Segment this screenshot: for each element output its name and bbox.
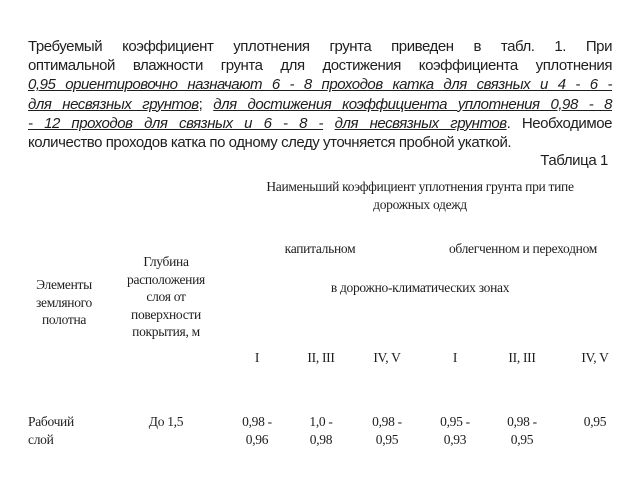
zone-header: IV, V bbox=[581, 350, 609, 365]
paragraph-line: оптимальной влажности грунта для достиже… bbox=[28, 57, 612, 75]
header-light: облегченном и переходном bbox=[448, 241, 598, 256]
zone-header: I bbox=[452, 350, 458, 365]
cell-text: 0,95 bbox=[583, 414, 607, 429]
zone-header: IV, V bbox=[373, 350, 401, 365]
paragraph-line: - 12 проходов для связных и 6 - 8 - для … bbox=[28, 114, 612, 133]
zone-header: I bbox=[254, 350, 260, 365]
value-cell: 1,0 - 0,98 bbox=[290, 413, 352, 448]
header-text: Наименьший коэффициент уплотнения грунта… bbox=[266, 179, 574, 194]
header-text: слоя от bbox=[146, 289, 186, 304]
paragraph-line: для несвязных грунтов; для достижения ко… bbox=[28, 95, 612, 114]
cell-text: 1,0 - bbox=[309, 414, 333, 429]
header-depth: Глубина расположения слоя от поверхности… bbox=[110, 253, 222, 341]
header-text: Глубина bbox=[143, 254, 189, 269]
row-element: Рабочий слой bbox=[28, 413, 118, 448]
header-text: Элементы bbox=[36, 277, 92, 292]
header-main: Наименьший коэффициент уплотнения грунта… bbox=[222, 178, 618, 213]
zone-header: II, III bbox=[508, 350, 536, 365]
value-cell: 0,95 bbox=[562, 413, 628, 431]
value-cell: 0,98 - 0,95 bbox=[490, 413, 554, 448]
paragraph-line-emphasis: 0,95 ориентировочно назначают 6 - 8 прох… bbox=[28, 76, 612, 94]
header-text: дорожных одежд bbox=[373, 196, 467, 212]
cell-text: 0,98 - bbox=[242, 414, 272, 429]
cell-text: 0,95 bbox=[375, 431, 399, 447]
emphasis-text: - 12 проходов для связных и 6 - 8 - bbox=[28, 114, 324, 132]
emphasis-text: для несвязных грунтов bbox=[334, 114, 507, 132]
header-text: земляного bbox=[35, 294, 93, 310]
cell-text: 0,98 bbox=[309, 431, 333, 447]
cell-text: 0,96 bbox=[245, 431, 269, 447]
cell-text: Рабочий bbox=[28, 414, 74, 429]
header-text: полотна bbox=[41, 312, 87, 327]
row-depth: До 1,5 bbox=[148, 414, 184, 429]
header-capital: капитальном bbox=[284, 241, 356, 256]
body-paragraph: Требуемый коэффициент уплотнения грунта … bbox=[28, 37, 612, 152]
cell-text: слой bbox=[28, 431, 54, 447]
cell-text: 0,95 - bbox=[440, 414, 470, 429]
header-text: расположения bbox=[127, 271, 205, 287]
value-cell: 0,98 - 0,96 bbox=[222, 413, 292, 448]
zone-header: II, III bbox=[307, 350, 335, 365]
text: . Необходимое bbox=[506, 114, 613, 132]
paragraph-line: количество проходов катка по одному след… bbox=[28, 133, 512, 151]
cell-text: 0,93 bbox=[443, 431, 467, 447]
header-zones: в дорожно-климатических зонах bbox=[330, 280, 510, 295]
table-caption: Таблица 1 bbox=[540, 152, 608, 169]
cell-text: 0,95 bbox=[510, 431, 534, 447]
value-cell: 0,98 - 0,95 bbox=[355, 413, 419, 448]
emphasis-text: для достижения коэффициента уплотнения 0… bbox=[213, 95, 613, 113]
cell-text: 0,98 - bbox=[372, 414, 402, 429]
text: ; bbox=[198, 95, 203, 113]
header-elements: Элементы земляного полотна bbox=[18, 276, 110, 329]
header-text: поверхности bbox=[131, 306, 201, 322]
cell-text: 0,98 - bbox=[507, 414, 537, 429]
header-text: покрытия, м bbox=[132, 324, 200, 339]
emphasis-text: для несвязных грунтов bbox=[28, 95, 199, 113]
value-cell: 0,95 - 0,93 bbox=[422, 413, 488, 448]
paragraph-line: Требуемый коэффициент уплотнения грунта … bbox=[28, 38, 612, 55]
